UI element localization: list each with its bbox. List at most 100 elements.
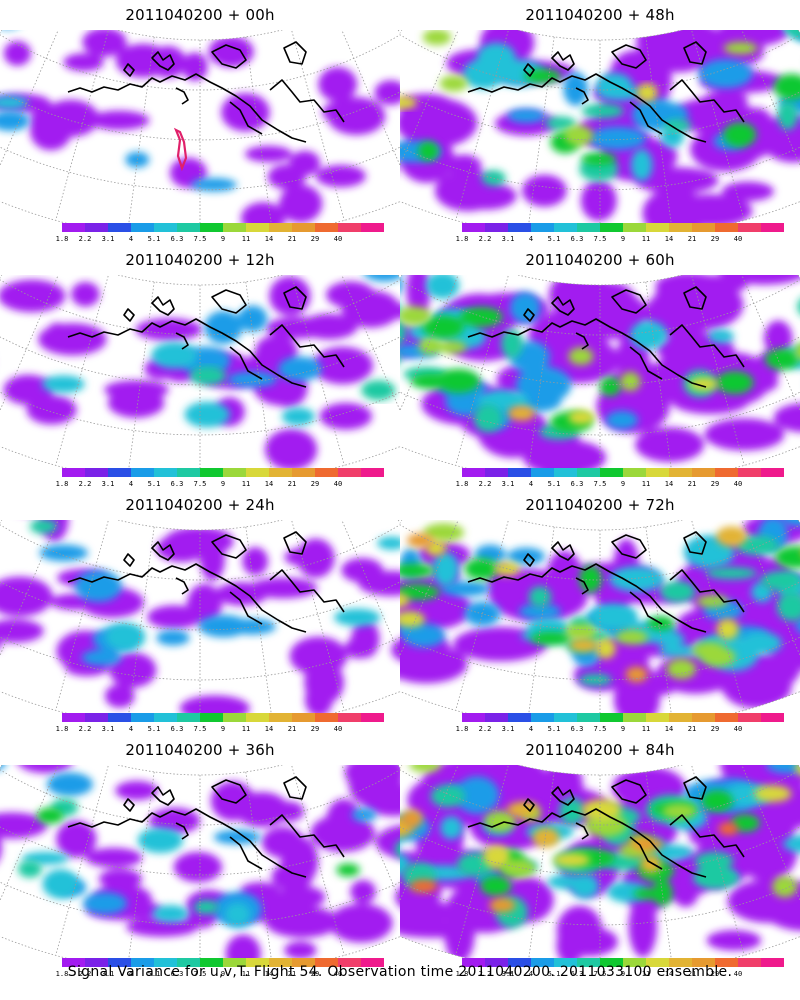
colorbar-swatch bbox=[338, 468, 361, 477]
colorbar-swatch bbox=[715, 223, 738, 232]
variance-map bbox=[0, 30, 400, 225]
colorbar-tick-label: 1.8 bbox=[55, 235, 69, 243]
colorbar-tick-label: 7.5 bbox=[193, 725, 207, 733]
colorbar-tick-label: 4 bbox=[128, 725, 134, 733]
colorbar-tick-label: 3.1 bbox=[501, 970, 515, 978]
colorbar-tick-label: 6.3 bbox=[170, 480, 184, 488]
colorbar-swatch bbox=[269, 223, 292, 232]
colorbar-tick-label: 4 bbox=[528, 970, 534, 978]
colorbar-tick-label: 11 bbox=[641, 235, 651, 243]
colorbar-swatch bbox=[200, 958, 223, 967]
colorbar-swatch bbox=[154, 713, 177, 722]
colorbar-tick-label: 6.3 bbox=[170, 725, 184, 733]
colorbar-swatch bbox=[62, 958, 85, 967]
figure-caption: Signal Variance for u,v,T. Flight 54. Ob… bbox=[67, 964, 733, 980]
colorbar bbox=[62, 468, 384, 477]
colorbar-swatch bbox=[85, 958, 108, 967]
colorbar-swatch bbox=[554, 468, 577, 477]
colorbar-tick-label: 6.3 bbox=[170, 235, 184, 243]
colorbar-swatch bbox=[361, 958, 384, 967]
colorbar-tick-label: 4 bbox=[528, 725, 534, 733]
colorbar-swatch bbox=[623, 958, 646, 967]
coastline bbox=[467, 531, 745, 633]
colorbar-tick-label: 7.5 bbox=[193, 235, 207, 243]
map-panel: 2011040200 + 36h 1.8 2.2 3.1 4 5.1 6.3 7.5 9 11 14… bbox=[0, 735, 400, 980]
variance-map bbox=[400, 520, 800, 715]
map-panel: 2011040200 + 12h 1.8 2.2 3.1 4 5.1 6.3 7.5 9 11 14… bbox=[0, 245, 400, 490]
colorbar-swatch bbox=[361, 223, 384, 232]
colorbar-swatch bbox=[462, 958, 485, 967]
colorbar-swatch bbox=[508, 223, 531, 232]
variance-field bbox=[400, 765, 800, 960]
colorbar-swatch bbox=[62, 468, 85, 477]
colorbar-swatch bbox=[269, 468, 292, 477]
colorbar-tick-label: 7.5 bbox=[193, 970, 207, 978]
colorbar-swatch bbox=[462, 468, 485, 477]
colorbar-swatch bbox=[131, 223, 154, 232]
colorbar-tick-label: 40 bbox=[733, 235, 743, 243]
colorbar-swatch bbox=[315, 958, 338, 967]
panel-title: 2011040200 + 72h bbox=[525, 496, 675, 514]
colorbar-swatch bbox=[85, 468, 108, 477]
colorbar-tick-label: 11 bbox=[641, 970, 651, 978]
colorbar-labels: 1.8 2.2 3.1 4 5.1 6.3 7.5 9 11 14 21 29 40 bbox=[452, 480, 762, 490]
graticule bbox=[0, 275, 400, 470]
colorbar-tick-label: 2.2 bbox=[78, 725, 92, 733]
colorbar-tick-label: 40 bbox=[733, 480, 743, 488]
colorbar-tick-label: 7.5 bbox=[193, 480, 207, 488]
colorbar-swatch bbox=[577, 958, 600, 967]
colorbar-tick-label: 1.8 bbox=[455, 235, 469, 243]
colorbar-tick-label: 11 bbox=[641, 725, 651, 733]
colorbar-swatch bbox=[738, 958, 761, 967]
variance-map bbox=[0, 765, 400, 960]
colorbar-swatch bbox=[646, 958, 669, 967]
colorbar-tick-label: 40 bbox=[733, 970, 743, 978]
colorbar-swatch bbox=[108, 713, 131, 722]
colorbar-tick-label: 9 bbox=[620, 235, 626, 243]
colorbar-swatch bbox=[246, 468, 269, 477]
colorbar-swatch bbox=[692, 468, 715, 477]
colorbar-swatch bbox=[315, 713, 338, 722]
coastline bbox=[467, 776, 745, 878]
colorbar bbox=[462, 713, 784, 722]
colorbar bbox=[462, 223, 784, 232]
colorbar-tick-label: 5.1 bbox=[147, 970, 161, 978]
colorbar-tick-label: 1.8 bbox=[55, 725, 69, 733]
colorbar-tick-label: 3.1 bbox=[101, 970, 115, 978]
colorbar-tick-label: 9 bbox=[620, 725, 626, 733]
map-panel: 2011040200 + 84h 1.8 2.2 3.1 4 5.1 6.3 7.5 9 11 14… bbox=[400, 735, 800, 980]
variance-map bbox=[400, 30, 800, 225]
colorbar-tick-label: 9 bbox=[220, 235, 226, 243]
panel-title: 2011040200 + 36h bbox=[125, 741, 275, 759]
colorbar-tick-label: 4 bbox=[128, 970, 134, 978]
colorbar-swatch bbox=[623, 223, 646, 232]
colorbar-swatch bbox=[338, 223, 361, 232]
colorbar-swatch bbox=[108, 958, 131, 967]
colorbar-swatch bbox=[154, 223, 177, 232]
colorbar-tick-label: 7.5 bbox=[593, 480, 607, 488]
colorbar-swatch bbox=[623, 713, 646, 722]
colorbar-swatch bbox=[738, 223, 761, 232]
graticule bbox=[0, 30, 400, 225]
colorbar-swatch bbox=[531, 468, 554, 477]
colorbar-tick-label: 6.3 bbox=[170, 970, 184, 978]
variance-field bbox=[0, 30, 400, 225]
colorbar-swatch bbox=[62, 713, 85, 722]
colorbar-swatch bbox=[462, 223, 485, 232]
colorbar-swatch bbox=[154, 958, 177, 967]
colorbar-swatch bbox=[246, 223, 269, 232]
flight-track bbox=[173, 127, 188, 172]
colorbar-tick-label: 6.3 bbox=[570, 725, 584, 733]
colorbar-tick-label: 3.1 bbox=[101, 480, 115, 488]
colorbar-tick-label: 9 bbox=[220, 725, 226, 733]
colorbar-swatch bbox=[177, 468, 200, 477]
colorbar-tick-label: 21 bbox=[287, 235, 297, 243]
colorbar-swatch bbox=[154, 468, 177, 477]
colorbar-tick-label: 29 bbox=[710, 480, 720, 488]
colorbar-tick-label: 11 bbox=[241, 480, 251, 488]
colorbar-swatch bbox=[761, 468, 784, 477]
colorbar-tick-label: 5.1 bbox=[147, 725, 161, 733]
colorbar-tick-label: 2.2 bbox=[478, 970, 492, 978]
panel-title: 2011040200 + 00h bbox=[125, 6, 275, 24]
colorbar-swatch bbox=[692, 958, 715, 967]
